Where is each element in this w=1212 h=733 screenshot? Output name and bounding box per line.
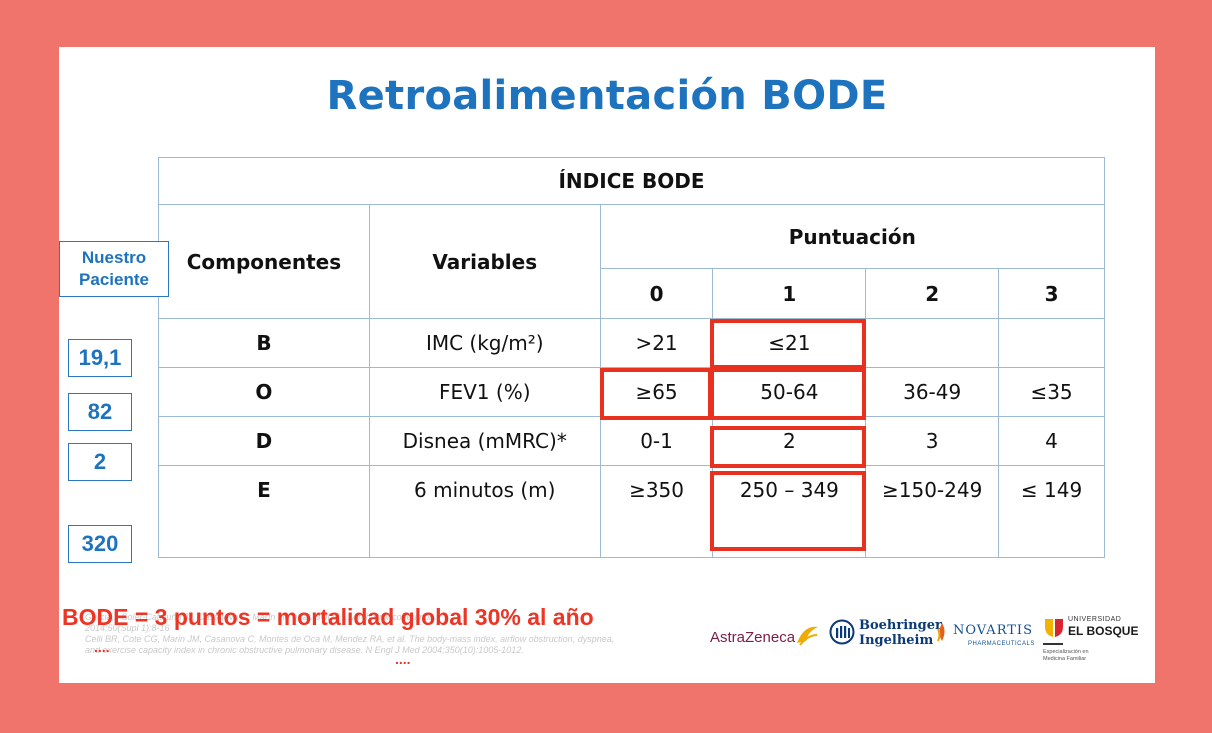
score-cell: ≤21	[712, 318, 867, 368]
patient-value: 82	[68, 393, 132, 431]
novartis-flame-icon	[937, 623, 945, 642]
score-cell: 3	[865, 416, 1000, 466]
variable-cell: Disnea (mMRC)*	[368, 416, 601, 466]
component-cell: E	[158, 465, 370, 558]
score-cell: 4	[998, 416, 1105, 466]
el-bosque-text-4: Medicina Familiar	[1043, 656, 1087, 662]
patient-value: 19,1	[68, 339, 132, 377]
table-row: O FEV1 (%) ≥65 50-64 36-49 ≤35	[158, 367, 1105, 417]
el-bosque-divider	[1043, 643, 1063, 645]
score-cell: 250 – 349	[712, 465, 867, 558]
boehringer-text-1: Boehringer	[859, 618, 942, 633]
highlight-fev1-score1	[710, 368, 866, 420]
patient-value: 2	[68, 443, 132, 481]
slide-title: Retroalimentación BODE	[326, 73, 888, 119]
score-header: 0	[599, 268, 714, 319]
slide: Retroalimentación BODE ÍNDICE BODE Compo…	[59, 47, 1155, 683]
component-cell: D	[158, 416, 370, 466]
boehringer-icon	[829, 619, 855, 645]
el-bosque-text-2: EL BOSQUE	[1068, 624, 1139, 638]
patient-value: 320	[68, 525, 132, 563]
references: Garcia... Soler-Cataluña JJ, Casanova C,…	[85, 612, 705, 656]
score-header: 1	[712, 268, 867, 319]
table-row: B IMC (kg/m²) >21 ≤21	[158, 318, 1105, 368]
table-header: ÍNDICE BODE	[158, 157, 1105, 205]
score-cell: ≤35	[998, 367, 1105, 417]
reference-line: Garcia... Soler-Cataluña JJ, Casanova C,…	[85, 612, 432, 622]
astrazeneca-swirl-icon	[797, 626, 818, 646]
novartis-logo: NOVARTIS PHARMACEUTICALS	[935, 619, 1041, 651]
col-puntuacion: Puntuación	[599, 204, 1106, 269]
variable-cell: FEV1 (%)	[368, 367, 601, 417]
reference-line: 2014;50(Supl 1):8-16	[85, 623, 170, 633]
el-bosque-text-3: Especialización en	[1043, 649, 1089, 655]
conclusion-text: BODE = 3 puntos = mortalidad global 30% …	[62, 604, 594, 630]
astrazeneca-text: AstraZeneca	[710, 629, 796, 646]
novartis-text: NOVARTIS	[953, 623, 1033, 638]
el-bosque-logo: UNIVERSIDAD EL BOSQUE Especialización en…	[1043, 615, 1153, 675]
highlight-disnea	[710, 426, 866, 468]
score-cell: 0-1	[599, 416, 714, 466]
reference-line: Celli BR, Cote CG, Marin JM, Casanova C,…	[85, 634, 615, 644]
boehringer-logo: Boehringer Ingelheim	[829, 617, 942, 651]
table-row: D Disnea (mMRC)* 0-1 2 3 4	[158, 416, 1105, 466]
component-cell: O	[158, 367, 370, 417]
score-cell	[865, 318, 1000, 368]
score-cell: ≥350	[599, 465, 714, 558]
score-header: 3	[998, 268, 1105, 319]
red-dots: ....	[94, 639, 110, 655]
col-componentes: Componentes	[158, 204, 370, 319]
score-cell: 36-49	[865, 367, 1000, 417]
score-cell: ≤ 149	[998, 465, 1105, 558]
variable-cell: 6 minutos (m)	[368, 465, 601, 558]
highlight-fev1	[600, 368, 712, 420]
variable-cell: IMC (kg/m²)	[368, 318, 601, 368]
el-bosque-crest-icon	[1045, 619, 1063, 637]
novartis-subtext: PHARMACEUTICALS	[968, 641, 1035, 647]
score-cell: >21	[599, 318, 714, 368]
boehringer-text-2: Ingelheim	[859, 633, 934, 648]
patient-label: Nuestro Paciente	[59, 241, 169, 297]
bode-table: ÍNDICE BODE Componentes Variables Puntua…	[158, 157, 1106, 558]
score-cell	[998, 318, 1105, 368]
component-cell: B	[158, 318, 370, 368]
col-variables: Variables	[368, 204, 601, 319]
reference-line: and exercise capacity index in chronic o…	[85, 645, 524, 655]
highlight-6min	[710, 471, 866, 551]
score-header: 2	[865, 268, 1000, 319]
el-bosque-text-1: UNIVERSIDAD	[1068, 616, 1122, 623]
red-dots: ....	[395, 651, 411, 667]
table-row: E 6 minutos (m) ≥350 250 – 349 ≥150-249 …	[158, 465, 1105, 558]
highlight-imc	[710, 319, 866, 369]
astrazeneca-logo: AstraZeneca	[710, 621, 822, 651]
score-cell: ≥150-249	[865, 465, 1000, 558]
